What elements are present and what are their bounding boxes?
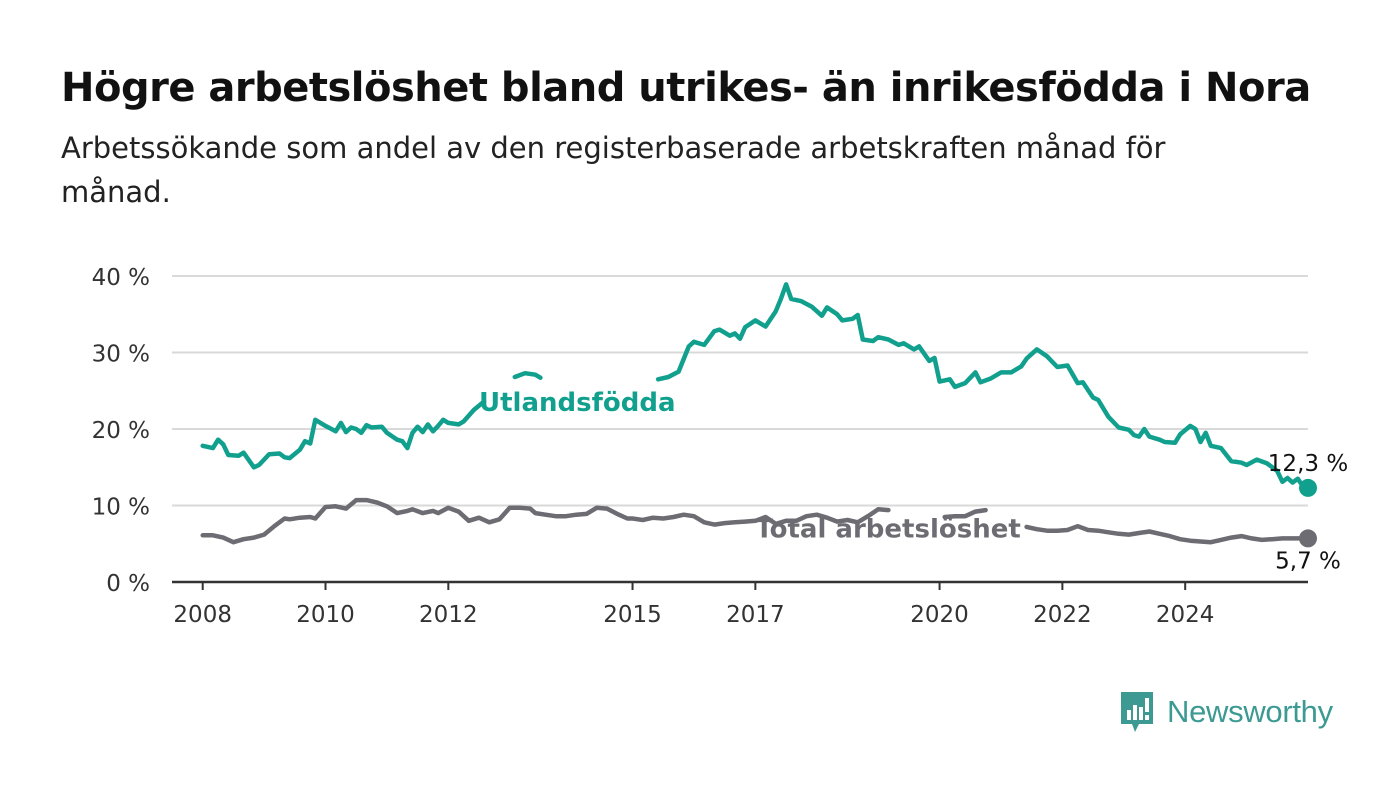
utlandsfodda-end-label: 12,3 %: [1268, 451, 1348, 477]
series-lines: [200, 282, 1317, 548]
series-labels: 12,3 % 5,7 % Utlandsfödda Total arbetslöshe…: [479, 388, 1348, 574]
x-tick-label: 2022: [1033, 602, 1092, 628]
x-axis: 2008 2010 2012 2015 2017 2020 2022 2024: [172, 580, 1308, 628]
y-axis-tick-labels: 0 % 10 % 20 % 30 % 40 %: [92, 265, 150, 597]
gridlines: [172, 275, 1308, 507]
chart-title: Högre arbetslöshet bland utrikes- än inr…: [61, 65, 1311, 111]
x-tick-label: 2020: [910, 602, 969, 628]
y-tick-label: 20 %: [92, 418, 150, 444]
utlandsfodda-line: [200, 282, 1311, 491]
total-arbetsloshet-line: [200, 497, 1311, 545]
chart-subtitle: Arbetssökande som andel av den registerb…: [61, 131, 1166, 209]
utlandsfodda-series-label: Utlandsfödda: [479, 388, 676, 418]
x-tick-label: 2024: [1156, 602, 1215, 628]
x-tick-label: 2008: [173, 602, 232, 628]
end-point-marker: [1299, 529, 1317, 548]
brand-name: Newsworthy: [1167, 694, 1333, 729]
x-tick-label: 2010: [296, 602, 355, 628]
y-tick-label: 0 %: [106, 571, 150, 597]
y-tick-label: 10 %: [92, 495, 150, 521]
total-end-label: 5,7 %: [1275, 548, 1341, 574]
x-tick-label: 2017: [726, 602, 785, 628]
total-series-label: Total arbetslöshet: [755, 514, 1020, 544]
x-tick-label: 2012: [419, 602, 478, 628]
end-point-marker: [1299, 478, 1317, 497]
y-tick-label: 30 %: [92, 342, 150, 368]
newsworthy-logo-icon: [1121, 692, 1153, 732]
x-tick-label: 2015: [603, 602, 662, 628]
newsworthy-brand: Newsworthy: [1119, 690, 1333, 734]
y-tick-label: 40 %: [92, 265, 150, 291]
